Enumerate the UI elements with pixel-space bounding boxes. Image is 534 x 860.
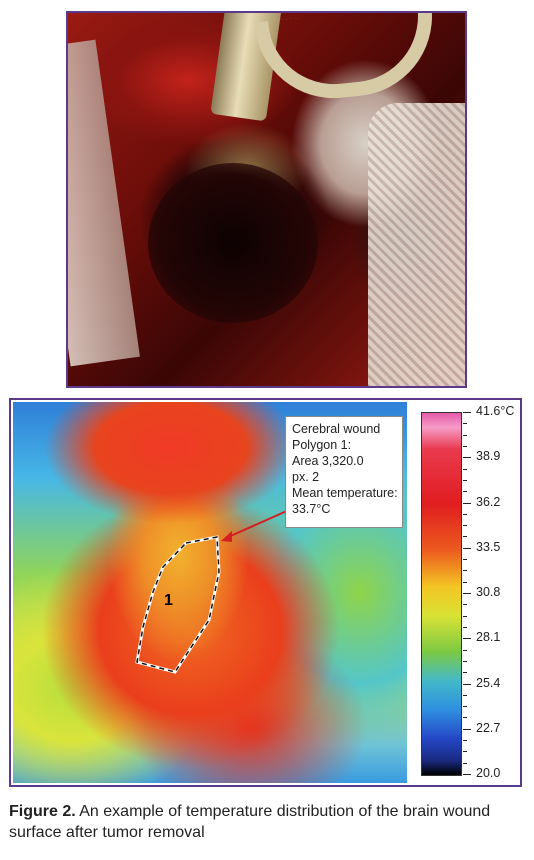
scale-minor-tick	[463, 570, 467, 572]
scale-tick	[463, 638, 471, 640]
scale-minor-tick	[463, 479, 467, 481]
scale-label: 41.6°C	[476, 404, 515, 418]
scale-minor-tick	[463, 751, 467, 753]
scale-minor-tick	[463, 672, 467, 674]
scale-minor-tick	[463, 762, 467, 764]
retractor-arm	[254, 13, 440, 107]
thermogram-panel: 1 Cerebral wound Polygon 1: Area 3,320.0…	[9, 398, 522, 787]
scale-label: 20.0	[476, 766, 501, 780]
scale-minor-tick	[463, 706, 467, 708]
scale-minor-tick	[463, 445, 467, 447]
caption-prefix: Figure 2.	[9, 803, 76, 820]
scale-minor-tick	[463, 717, 467, 719]
wound-polygon	[135, 509, 290, 674]
caption-text: An example of temperature distribution o…	[9, 803, 491, 841]
scale-minor-tick	[463, 491, 467, 493]
scale-minor-tick	[463, 468, 467, 470]
annotation-line: 33.7°C	[292, 502, 331, 516]
scale-label: 30.8	[476, 585, 501, 599]
scale-minor-tick	[463, 694, 467, 696]
scale-minor-tick	[463, 581, 467, 583]
figure-caption: Figure 2. An example of temperature dist…	[9, 801, 529, 843]
scale-minor-tick	[463, 660, 467, 662]
scale-tick	[463, 728, 471, 730]
scale-minor-tick	[463, 615, 467, 617]
scale-minor-tick	[463, 513, 467, 515]
scale-label: 38.9	[476, 449, 501, 464]
scale-tick	[463, 502, 471, 504]
temperature-color-scale	[421, 412, 462, 776]
wound-cavity	[148, 163, 318, 323]
scale-minor-tick	[463, 525, 467, 527]
scale-minor-tick	[463, 649, 467, 651]
scale-tick	[463, 412, 471, 413]
scale-minor-tick	[463, 604, 467, 606]
scale-tick	[463, 593, 471, 594]
scale-label: 36.2	[476, 494, 501, 509]
scale-minor-tick	[463, 536, 467, 538]
pointer-arrow	[225, 509, 290, 539]
annotation-line: px. 2	[292, 470, 320, 484]
scale-label: 28.1	[476, 630, 501, 645]
scale-label: 22.7	[476, 720, 501, 735]
annotation-line: Polygon 1:	[292, 438, 352, 452]
annotation-line: Cerebral wound	[292, 422, 381, 436]
scale-tick	[463, 547, 471, 549]
polygon-label: 1	[164, 592, 173, 609]
scale-minor-tick	[463, 423, 467, 425]
measurement-annotation: Cerebral wound Polygon 1: Area 3,320.0 p…	[285, 416, 403, 528]
arrow-head	[221, 531, 232, 542]
scale-minor-tick	[463, 740, 467, 742]
surgical-photo	[66, 11, 467, 388]
scale-label: 33.5	[476, 539, 501, 554]
annotation-line: Area 3,320.0	[292, 454, 364, 468]
thermal-image: 1 Cerebral wound Polygon 1: Area 3,320.0…	[13, 402, 407, 783]
scale-tick	[463, 774, 471, 775]
annotation-line: Mean temperature:	[292, 486, 398, 500]
scale-tick	[463, 683, 471, 685]
scale-minor-tick	[463, 434, 467, 436]
scale-minor-tick	[463, 626, 467, 628]
scale-tick	[463, 457, 471, 459]
scale-label: 25.4	[476, 675, 501, 690]
surgical-cloth	[68, 39, 140, 367]
gauze	[368, 103, 465, 386]
scale-minor-tick	[463, 559, 467, 561]
